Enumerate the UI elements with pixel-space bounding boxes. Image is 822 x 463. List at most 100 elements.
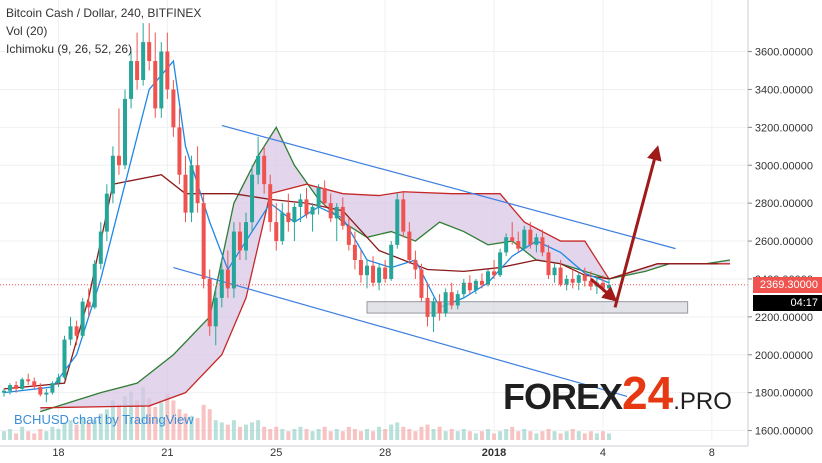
volume-bar: [26, 431, 31, 440]
volume-bar: [141, 387, 146, 440]
volume-bar: [50, 426, 55, 440]
candle-body: [576, 275, 581, 283]
time-tick-label: 21: [161, 447, 173, 458]
logo-pro: .PRO: [673, 388, 732, 415]
volume-bar: [340, 431, 345, 440]
volume-bar: [461, 429, 466, 440]
volume-bar: [135, 400, 140, 440]
volume-bar: [407, 429, 412, 440]
volume-bar: [467, 431, 472, 440]
candle: [80, 297, 85, 338]
candle: [183, 155, 188, 223]
candle-body: [443, 292, 448, 314]
volume-bar: [346, 426, 351, 440]
candle: [528, 222, 533, 249]
candle-body: [262, 155, 267, 185]
candle-body: [74, 326, 79, 336]
candle: [558, 260, 563, 287]
candle-body: [425, 297, 430, 317]
volume-bar: [504, 429, 509, 440]
volume-bar: [86, 422, 91, 440]
candle: [334, 203, 339, 242]
volume-bar: [310, 431, 315, 440]
candle-body: [473, 280, 478, 291]
candle: [419, 263, 424, 302]
volume-bar: [558, 433, 563, 440]
volume-bar: [74, 424, 79, 440]
volume-bar: [280, 429, 285, 440]
candle: [286, 193, 291, 232]
candle-body: [86, 301, 91, 308]
candle-body: [437, 301, 442, 314]
candle: [177, 108, 182, 185]
candle: [304, 187, 309, 219]
candle: [38, 383, 43, 397]
candle: [153, 32, 158, 118]
tradingview-credit[interactable]: BCHUSD chart by TradingView: [14, 412, 194, 427]
volume-bar: [443, 431, 448, 440]
price-tick-label: 3600.00000: [755, 47, 813, 59]
candle: [135, 32, 140, 90]
volume-bar: [395, 422, 400, 440]
candle-body: [2, 390, 6, 393]
volume-bar: [510, 426, 515, 440]
candle-body: [389, 244, 394, 279]
volume-bar: [431, 429, 436, 440]
countdown-label: 04:17: [753, 294, 822, 311]
candle: [346, 218, 351, 251]
candle: [358, 250, 363, 283]
candle-body: [365, 265, 369, 276]
volume-bar: [256, 420, 261, 440]
candle: [86, 288, 91, 317]
candle: [395, 193, 400, 249]
volume-bar: [316, 429, 321, 440]
candle-body: [274, 222, 279, 242]
candle: [292, 203, 297, 242]
candle-body: [44, 392, 49, 395]
candle-body: [492, 271, 497, 276]
volume-bar: [244, 424, 248, 440]
volume-bar: [594, 433, 599, 440]
volume-bars: [2, 387, 611, 440]
candle-body: [358, 260, 363, 276]
volume-bar: [219, 422, 224, 440]
time-tick-label: 8: [709, 447, 715, 458]
candle: [68, 316, 73, 346]
volume-bar: [588, 431, 593, 440]
volume-bar: [201, 404, 206, 440]
candle-body: [171, 89, 176, 128]
candle: [159, 42, 164, 118]
volume-bar: [80, 418, 85, 440]
volume-bar: [2, 431, 6, 440]
candle: [455, 290, 460, 310]
volume-bar: [607, 433, 611, 440]
candle: [316, 184, 321, 215]
price-tick-label: 2200.00000: [755, 312, 813, 324]
candle-body: [153, 61, 158, 109]
volume-bar: [177, 409, 182, 440]
candle-body: [467, 282, 472, 291]
volume-bar: [68, 420, 73, 440]
volume-bar: [147, 398, 152, 440]
candle: [116, 108, 121, 175]
candle-body: [244, 222, 248, 251]
volume-bar: [159, 402, 164, 440]
candle-body: [98, 231, 103, 264]
candle: [189, 155, 194, 223]
candle-body: [8, 385, 13, 391]
time-tick-label: 2018: [482, 447, 506, 458]
candle: [141, 23, 146, 86]
candle-body: [20, 379, 25, 389]
candle-body: [449, 292, 454, 306]
candle: [32, 377, 37, 389]
price-tick-label: 2000.00000: [755, 350, 813, 362]
volume-bar: [298, 426, 303, 440]
time-tick-label: 28: [379, 447, 391, 458]
forex24-logo[interactable]: FOREX24.PRO: [503, 366, 753, 419]
trend-channel: [173, 124, 676, 398]
candle: [231, 222, 236, 298]
candle: [401, 191, 406, 238]
candle-body: [413, 260, 418, 270]
candle: [280, 203, 285, 245]
cloud-fill: [40, 127, 731, 412]
